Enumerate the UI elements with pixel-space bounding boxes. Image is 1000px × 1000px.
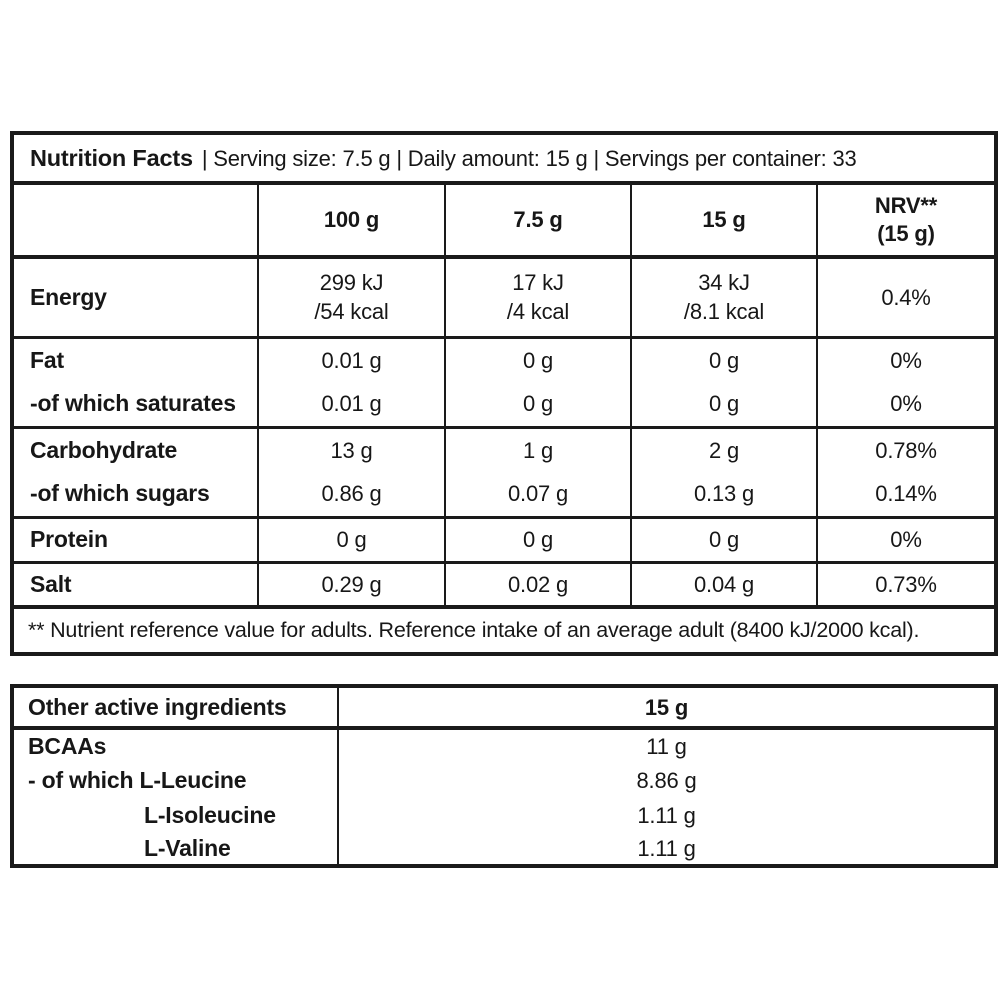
row-label: L-Isoleucine [144,802,276,828]
saturates-100g-cell: 0.01 g [257,382,445,429]
column-header-row: 100 g 7.5 g 15 g NRV** (15 g) [12,183,996,259]
row-label: - of which L-Leucine [28,767,247,793]
other-ingredients-header-label: Other active ingredients [12,686,338,730]
l-leucine-value-cell: 8.86 g [337,763,996,798]
fat-100g-cell: 0.01 g [257,337,445,382]
other-ingredients-header-value: 15 g [337,686,996,730]
protein-100g-cell: 0 g [257,517,445,564]
row-salt: Salt 0.29 g 0.02 g 0.04 g 0.73% [12,562,996,609]
nrv-header-line2: (15 g) [877,221,935,246]
salt-100g-cell: 0.29 g [257,562,445,609]
header-bar-cell: Nutrition Facts | Serving size: 7.5 g | D… [12,133,996,185]
protein-7-5g-cell: 0 g [444,517,631,564]
energy-7-5g-cell: 17 kJ /4 kcal [444,257,631,339]
fat-15g-cell: 0 g [630,337,817,382]
row-bcaas: BCAAs 11 g [12,728,996,763]
sugars-15g-cell: 0.13 g [630,472,817,519]
energy-15g-cell: 34 kJ /8.1 kcal [630,257,817,339]
carbohydrate-nrv-cell: 0.78% [816,427,996,472]
energy-100g-kj: 299 kJ [319,270,384,296]
carbohydrate-7-5g-cell: 1 g [444,427,631,472]
column-header-100g: 100 g [257,183,445,259]
energy-15g-kj: 34 kJ [698,270,750,296]
sugars-100g-cell: 0.86 g [257,472,445,519]
energy-15g-kcal: /8.1 kcal [683,299,765,325]
nutrition-facts-title: Nutrition Facts [30,144,193,171]
column-header-nrv: NRV** (15 g) [816,183,996,259]
salt-nrv-cell: 0.73% [816,562,996,609]
l-valine-value-cell: 1.11 g [337,833,996,866]
sugars-7-5g-cell: 0.07 g [444,472,631,519]
row-l-leucine: - of which L-Leucine 8.86 g [12,763,996,798]
row-carbohydrate: Carbohydrate 13 g 1 g 2 g 0.78% [12,427,996,472]
nutrition-facts-header-bar: Nutrition Facts | Serving size: 7.5 g | D… [12,133,996,185]
energy-nrv-cell: 0.4% [816,257,996,339]
nutrition-facts-table: Nutrition Facts | Serving size: 7.5 g | D… [10,131,998,656]
row-label: Salt [12,562,258,609]
sugars-nrv-cell: 0.14% [816,472,996,519]
row-l-isoleucine: L-Isoleucine 1.11 g [12,798,996,833]
row-label: Protein [12,517,258,564]
carbohydrate-15g-cell: 2 g [630,427,817,472]
fat-nrv-cell: 0% [816,337,996,382]
l-isoleucine-value-cell: 1.11 g [337,798,996,833]
salt-15g-cell: 0.04 g [630,562,817,609]
row-saturates: -of which saturates 0.01 g 0 g 0 g 0% [12,382,996,429]
row-l-valine: L-Valine 1.11 g [12,833,996,866]
row-protein: Protein 0 g 0 g 0 g 0% [12,517,996,564]
saturates-15g-cell: 0 g [630,382,817,429]
column-header-7-5g: 7.5 g [444,183,631,259]
row-label: -of which sugars [12,472,258,519]
bcaas-value-cell: 11 g [337,728,996,763]
row-label: -of which saturates [12,382,258,429]
energy-100g-kcal: /54 kcal [314,299,389,325]
footnote-row: ** Nutrient reference value for adults. … [12,607,996,654]
row-label: L-Valine [144,835,231,861]
protein-nrv-cell: 0% [816,517,996,564]
column-header-empty [12,183,258,259]
saturates-7-5g-cell: 0 g [444,382,631,429]
nrv-footnote: ** Nutrient reference value for adults. … [28,618,920,642]
row-label: Energy [12,257,258,339]
fat-7-5g-cell: 0 g [444,337,631,382]
row-energy: Energy 299 kJ /54 kcal 17 kJ /4 kcal 34 … [12,257,996,339]
row-sugars: -of which sugars 0.86 g 0.07 g 0.13 g 0.… [12,472,996,519]
other-active-ingredients-table: Other active ingredients 15 g BCAAs 11 g… [10,684,998,868]
row-fat: Fat 0.01 g 0 g 0 g 0% [12,337,996,382]
energy-100g-cell: 299 kJ /54 kcal [257,257,445,339]
carbohydrate-100g-cell: 13 g [257,427,445,472]
protein-15g-cell: 0 g [630,517,817,564]
salt-7-5g-cell: 0.02 g [444,562,631,609]
saturates-nrv-cell: 0% [816,382,996,429]
row-label: Carbohydrate [30,436,178,463]
row-label: Fat [30,346,64,373]
row-label: BCAAs [28,733,107,759]
energy-7-5g-kj: 17 kJ [512,270,564,296]
serving-info-text: | Serving size: 7.5 g | Daily amount: 15… [201,145,857,171]
nrv-header-line1: NRV** [874,193,938,218]
column-header-15g: 15 g [630,183,817,259]
energy-7-5g-kcal: /4 kcal [506,299,570,325]
other-ingredients-header-row: Other active ingredients 15 g [12,686,996,730]
